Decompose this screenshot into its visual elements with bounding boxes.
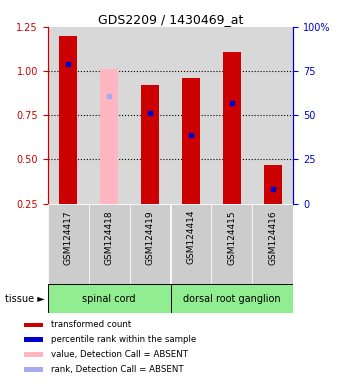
Text: tissue ►: tissue ► — [4, 293, 44, 304]
Text: value, Detection Call = ABSENT: value, Detection Call = ABSENT — [51, 350, 188, 359]
Bar — [24, 337, 43, 342]
Bar — [182, 78, 200, 204]
Bar — [252, 204, 293, 284]
Text: transformed count: transformed count — [51, 320, 131, 329]
Bar — [89, 204, 130, 284]
Bar — [59, 36, 77, 204]
Bar — [141, 85, 159, 204]
Text: dorsal root ganglion: dorsal root ganglion — [183, 293, 281, 304]
Bar — [48, 204, 89, 284]
Text: GSM124415: GSM124415 — [227, 210, 236, 265]
Text: GSM124417: GSM124417 — [64, 210, 73, 265]
Title: GDS2209 / 1430469_at: GDS2209 / 1430469_at — [98, 13, 243, 26]
Text: spinal cord: spinal cord — [83, 293, 136, 304]
Text: GSM124419: GSM124419 — [146, 210, 154, 265]
Bar — [130, 204, 170, 284]
Text: GSM124416: GSM124416 — [268, 210, 277, 265]
Text: GSM124418: GSM124418 — [105, 210, 114, 265]
Text: percentile rank within the sample: percentile rank within the sample — [51, 335, 196, 344]
Bar — [170, 204, 211, 284]
Bar — [100, 69, 118, 204]
Bar — [264, 165, 282, 204]
Bar — [24, 323, 43, 327]
Bar — [24, 367, 43, 372]
Bar — [24, 352, 43, 357]
Bar — [170, 284, 293, 313]
Bar — [48, 284, 170, 313]
Text: rank, Detection Call = ABSENT: rank, Detection Call = ABSENT — [51, 365, 184, 374]
Bar — [223, 51, 241, 204]
Bar — [211, 204, 252, 284]
Text: GSM124414: GSM124414 — [187, 210, 195, 265]
